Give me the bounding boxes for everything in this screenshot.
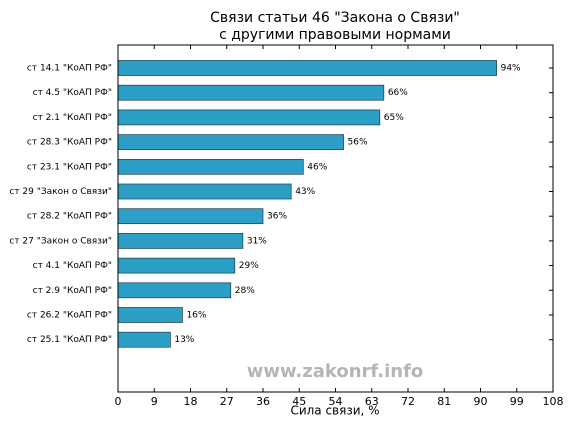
bar (117, 208, 264, 225)
value-label: 43% (295, 187, 315, 197)
bar (117, 331, 171, 348)
x-tick-label: 90 (474, 395, 488, 408)
bar (117, 109, 381, 126)
value-label: 13% (174, 335, 194, 345)
bar (117, 233, 244, 249)
x-tick-label: 36 (256, 395, 270, 408)
value-label: 94% (501, 64, 521, 74)
bar (117, 84, 385, 101)
x-tick-label: 0 (115, 395, 122, 408)
value-label: 66% (388, 88, 408, 98)
y-tick-label: ст 28.3 "КоАП РФ" (27, 138, 112, 148)
plot-frame (117, 44, 554, 393)
chart-title: Связи статьи 46 "Закона о Связи" (210, 10, 460, 26)
x-tick-label: 27 (220, 395, 234, 408)
x-tick-label: 81 (437, 395, 451, 408)
value-label: 28% (235, 286, 255, 296)
bar (117, 134, 344, 150)
value-label: 65% (384, 113, 404, 123)
chart-subtitle: с другими правовыми нормами (219, 27, 451, 43)
x-tick-label: 45 (292, 395, 306, 408)
bar (117, 257, 236, 274)
bar (117, 282, 232, 299)
value-label: 56% (348, 138, 368, 148)
x-tick-label: 9 (151, 395, 158, 408)
y-tick-label: ст 4.5 "КоАП РФ" (33, 88, 112, 98)
watermark: www.zakonrf.info (247, 361, 424, 382)
y-tick-label: ст 23.1 "КоАП РФ" (27, 162, 112, 172)
bar (117, 307, 183, 323)
y-tick-label: ст 27 "Закон о Связи" (9, 236, 112, 246)
y-tick-label: ст 26.2 "КоАП РФ" (27, 311, 112, 321)
x-tick-label: 54 (329, 395, 343, 408)
y-tick-label: ст 14.1 "КоАП РФ" (27, 64, 112, 74)
x-axis-label: Сила связи, % (290, 404, 379, 418)
x-tick-label: 99 (510, 395, 524, 408)
y-tick-label: ст 28.2 "КоАП РФ" (27, 212, 112, 222)
y-tick-label: ст 4.1 "КоАП РФ" (33, 261, 112, 271)
x-tick-label: 108 (543, 395, 564, 408)
y-tick-label: ст 25.1 "КоАП РФ" (27, 335, 112, 345)
bar (117, 60, 497, 76)
value-label: 31% (247, 236, 267, 246)
x-tick-label: 18 (184, 395, 198, 408)
bar (117, 158, 304, 175)
x-tick-label: 63 (365, 395, 379, 408)
y-tick-label: ст 29 "Закон о Связи" (9, 187, 112, 197)
value-label: 46% (307, 162, 327, 172)
value-label: 36% (267, 212, 287, 222)
bar (117, 183, 292, 200)
x-tick-label: 72 (401, 395, 415, 408)
value-label: 16% (186, 311, 206, 321)
y-tick-label: ст 2.9 "КоАП РФ" (33, 286, 112, 296)
y-tick-label: ст 2.1 "КоАП РФ" (33, 113, 112, 123)
value-label: 29% (239, 261, 259, 271)
